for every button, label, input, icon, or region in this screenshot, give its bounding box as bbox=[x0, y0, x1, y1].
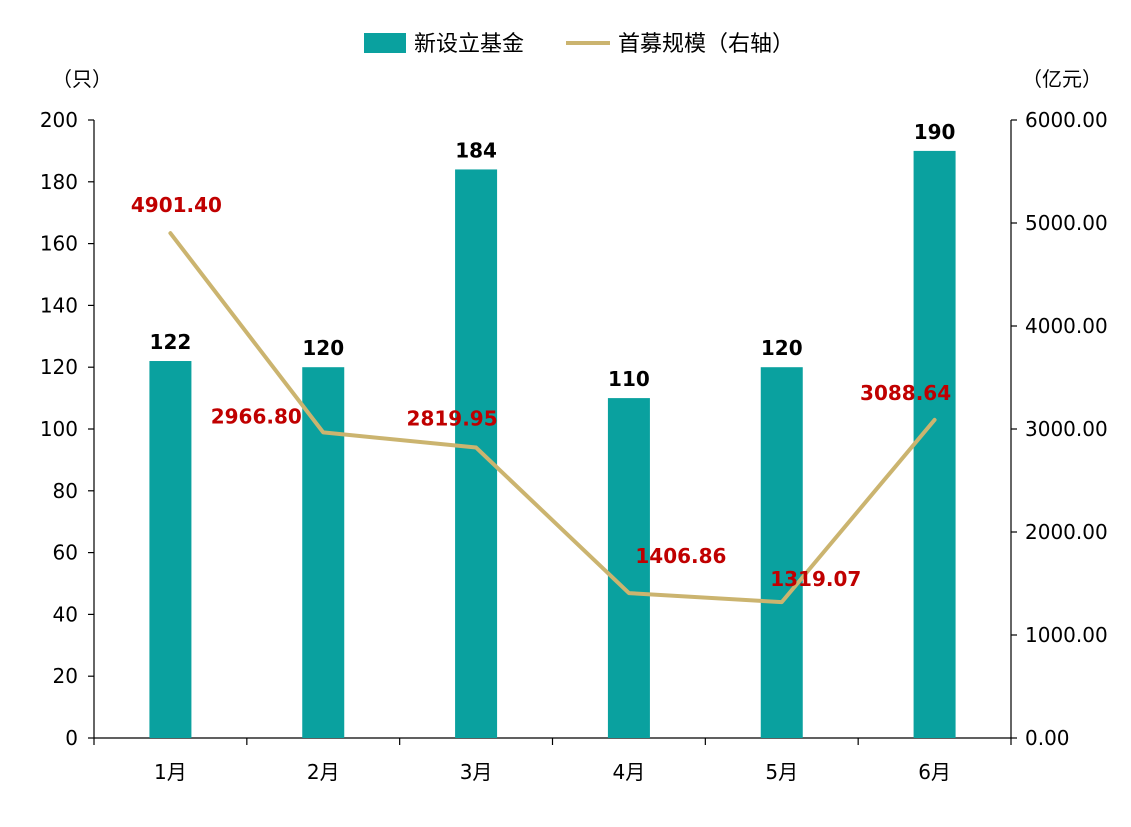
right-axis-ticks: 0.00 1000.00 2000.00 3000.00 4000.00 5000.00 6… bbox=[1011, 108, 1108, 750]
bar bbox=[149, 361, 192, 738]
bar bbox=[760, 367, 803, 738]
bar bbox=[607, 398, 650, 738]
legend: 新设立基金 首募规模（右轴） bbox=[364, 32, 794, 57]
left-tick-label: 60 bbox=[53, 541, 78, 565]
line-value-label: 1406.86 bbox=[635, 544, 726, 568]
right-tick-label: 2000.00 bbox=[1025, 520, 1108, 544]
left-tick-label: 160 bbox=[40, 232, 78, 256]
bar bbox=[302, 367, 345, 738]
x-tick-label: 5月 bbox=[765, 760, 798, 784]
x-tick-label: 4月 bbox=[613, 760, 646, 784]
line-value-label: 4901.40 bbox=[131, 193, 222, 217]
legend-line-label: 首募规模（右轴） bbox=[618, 32, 794, 57]
right-tick-label: 6000.00 bbox=[1025, 108, 1108, 132]
legend-bar-swatch bbox=[364, 33, 406, 53]
left-axis-unit: （只） bbox=[52, 67, 112, 91]
line-value-label: 2966.80 bbox=[211, 404, 302, 428]
left-tick-label: 80 bbox=[53, 479, 78, 503]
left-tick-label: 140 bbox=[40, 293, 78, 317]
line-value-label: 3088.64 bbox=[860, 381, 951, 405]
line-data-labels: 4901.40 2966.80 2819.95 1406.86 1319.07 3088.… bbox=[131, 193, 951, 591]
left-tick-label: 200 bbox=[40, 108, 78, 132]
bar-value-label: 110 bbox=[608, 367, 650, 391]
x-axis-ticks: 1月 2月 3月 4月 5月 6月 bbox=[93, 738, 1012, 784]
left-axis-ticks: 0 20 40 60 80 100 120 140 160 180 200 bbox=[40, 108, 94, 750]
x-tick-label: 2月 bbox=[307, 760, 340, 784]
bar-value-label: 190 bbox=[914, 120, 956, 144]
line-path bbox=[168, 231, 937, 605]
bar-data-labels: 122 120 184 110 120 190 bbox=[150, 120, 956, 391]
bar-value-label: 122 bbox=[150, 330, 192, 354]
right-tick-label: 5000.00 bbox=[1025, 211, 1108, 235]
right-tick-label: 4000.00 bbox=[1025, 314, 1108, 338]
right-tick-label: 0.00 bbox=[1025, 726, 1070, 750]
legend-bar-label: 新设立基金 bbox=[414, 32, 524, 57]
x-tick-label: 1月 bbox=[154, 760, 187, 784]
line-series bbox=[168, 231, 937, 605]
bar-value-label: 120 bbox=[302, 336, 344, 360]
left-tick-label: 120 bbox=[40, 355, 78, 379]
left-tick-label: 40 bbox=[53, 602, 78, 626]
left-tick-label: 0 bbox=[65, 726, 78, 750]
bar-series bbox=[149, 150, 956, 738]
bar-value-label: 184 bbox=[455, 138, 497, 162]
bar bbox=[913, 150, 956, 738]
right-axis-unit: （亿元） bbox=[1022, 67, 1102, 91]
right-tick-label: 3000.00 bbox=[1025, 417, 1108, 441]
x-tick-label: 3月 bbox=[460, 760, 493, 784]
left-tick-label: 100 bbox=[40, 417, 78, 441]
line-value-label: 2819.95 bbox=[407, 407, 498, 431]
bar-value-label: 120 bbox=[761, 336, 803, 360]
left-tick-label: 180 bbox=[40, 170, 78, 194]
line-value-label: 1319.07 bbox=[770, 567, 861, 591]
left-tick-label: 20 bbox=[53, 664, 78, 688]
bar bbox=[455, 169, 498, 738]
right-tick-label: 1000.00 bbox=[1025, 623, 1108, 647]
x-tick-label: 6月 bbox=[918, 760, 951, 784]
